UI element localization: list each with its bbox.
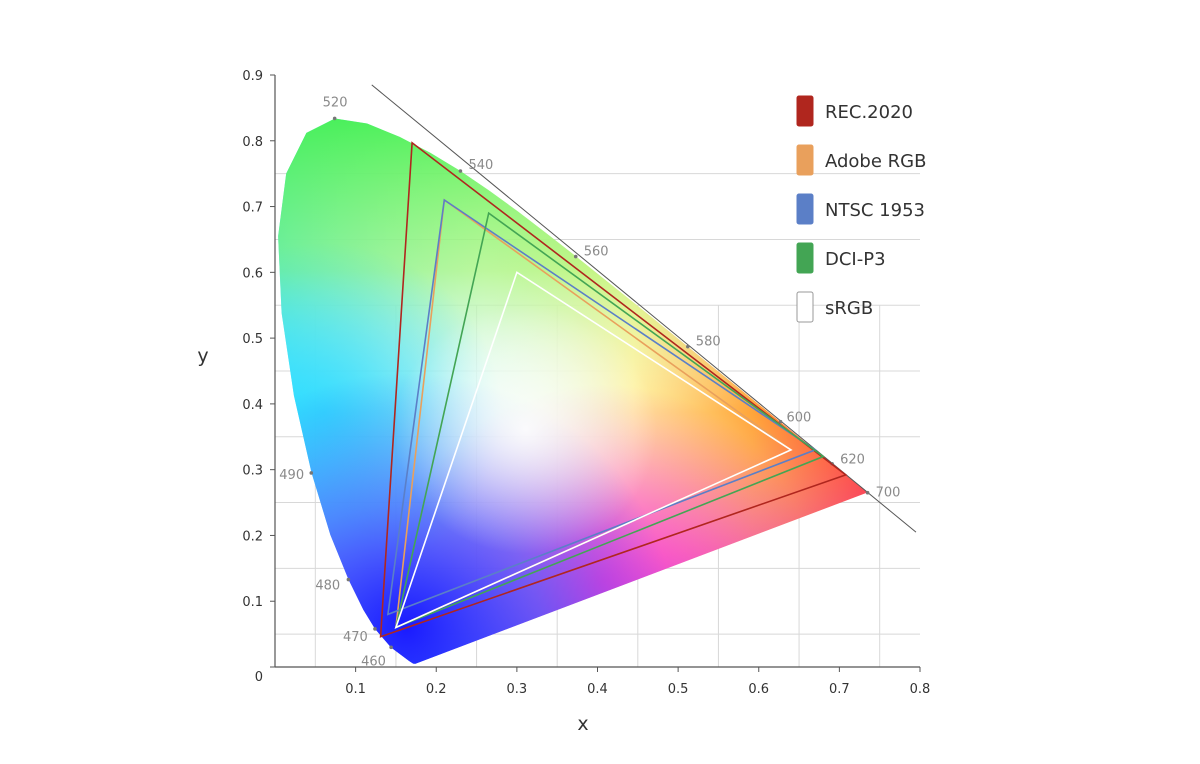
locus-tangent-line — [371, 84, 917, 533]
wavelength-marker — [346, 577, 351, 582]
y-tick-label: 0 — [255, 670, 263, 685]
y-tick-label: 0.2 — [242, 529, 263, 544]
legend-swatch — [796, 291, 814, 323]
x-tick-label: 0.3 — [507, 682, 528, 697]
y-tick-label: 0.8 — [242, 135, 263, 150]
y-tick-label: 0.4 — [242, 398, 263, 413]
legend-label: NTSC 1953 — [825, 200, 925, 221]
gamut-triangle-dci-p3 — [394, 211, 825, 629]
wavelength-labels: 460 470 480 490 520 540 560 580 600 620 700 — [279, 95, 900, 669]
y-axis-title: y — [197, 345, 208, 367]
wavelength-label: 620 — [840, 453, 865, 468]
wavelength-marker — [865, 490, 870, 495]
y-tick-label: 0.9 — [242, 69, 263, 84]
y-tick-label: 0.6 — [242, 266, 263, 281]
y-tick-label: 0.5 — [242, 332, 263, 347]
legend-swatch — [796, 144, 814, 176]
gamut-triangle-ntsc-1953 — [386, 198, 817, 616]
wavelength-label: 600 — [787, 411, 812, 426]
x-tick-label: 0.5 — [668, 682, 689, 697]
gamut-triangle-rec-2020 — [379, 141, 848, 638]
wavelength-marker — [309, 471, 314, 475]
wavelength-marker — [332, 116, 337, 121]
wavelength-marker — [458, 169, 463, 173]
locus-fill-white — [278, 118, 868, 664]
wavelength-label: 560 — [584, 245, 609, 260]
y-tick-label: 0.7 — [242, 201, 263, 216]
legend-label: DCI-P3 — [825, 249, 886, 270]
legend-label: REC.2020 — [825, 102, 913, 123]
x-tick-label: 0.8 — [910, 682, 931, 697]
wavelength-label: 480 — [315, 579, 340, 594]
wavelength-marker — [373, 627, 377, 631]
wavelength-label: 580 — [696, 335, 721, 350]
legend: REC.2020 Adobe RGB NTSC 1953 DCI-P3 sRGB — [796, 95, 926, 323]
wavelength-label: 490 — [279, 468, 304, 483]
x-tick-label: 0.6 — [748, 682, 769, 697]
wavelength-label: 470 — [343, 630, 368, 645]
legend-label: sRGB — [825, 298, 873, 319]
x-tick-label: 0.1 — [345, 682, 366, 697]
legend-swatch — [796, 242, 814, 274]
wavelength-marker — [573, 254, 578, 259]
wavelength-label: 460 — [361, 654, 386, 669]
x-tick-label: 0.2 — [426, 682, 447, 697]
y-tick-label: 0.3 — [242, 464, 263, 479]
wavelength-label: 520 — [323, 95, 348, 110]
gamut-triangles — [379, 141, 848, 638]
x-tick-label: 0.4 — [587, 682, 608, 697]
x-tick-label: 0.7 — [829, 682, 850, 697]
legend-swatch — [796, 193, 814, 225]
wavelength-label: 700 — [876, 486, 901, 501]
wavelength-marker — [686, 344, 690, 349]
x-axis-title: x — [577, 713, 588, 735]
tick-labels: 0.1 0.2 0.3 0.4 0.5 0.6 0.7 0.8 0 0.1 0.2 0.3 0.4 0.5… — [242, 69, 930, 697]
wavelength-label: 540 — [468, 158, 493, 173]
axes — [270, 74, 921, 672]
gamut-triangle-srgb — [394, 271, 793, 629]
wavelength-marker — [778, 419, 783, 424]
legend-label: Adobe RGB — [825, 151, 926, 172]
spectral-locus — [278, 118, 868, 664]
y-tick-label: 0.1 — [242, 595, 263, 610]
legend-swatch — [796, 95, 814, 127]
wavelength-marker — [389, 645, 393, 650]
